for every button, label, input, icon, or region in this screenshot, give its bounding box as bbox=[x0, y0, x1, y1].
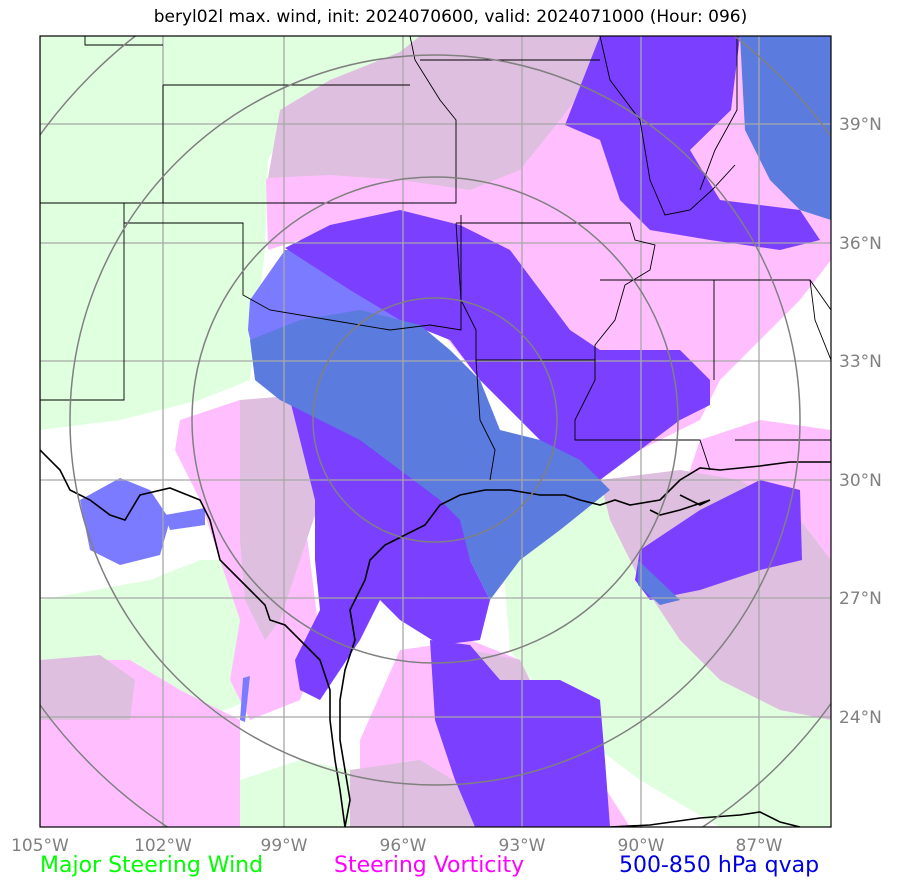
state-borders bbox=[40, 36, 831, 481]
lon-tick-99w: 99°W bbox=[261, 836, 308, 856]
lat-tick-24n: 24°N bbox=[839, 708, 882, 728]
map-title: beryl02l max. wind, init: 2024070600, va… bbox=[153, 7, 748, 27]
coastlines bbox=[40, 449, 831, 827]
legend-qvap: 500-850 hPa qvap bbox=[619, 853, 820, 878]
lon-tick-96w: 96°W bbox=[380, 836, 427, 856]
lon-tick-93w: 93°W bbox=[499, 836, 546, 856]
qvap-wind-overlap-fill bbox=[250, 36, 831, 605]
legend-steering-vorticity: Steering Vorticity bbox=[334, 853, 525, 878]
steering-wind-fill bbox=[40, 36, 831, 827]
lat-tick-27n: 27°N bbox=[839, 589, 882, 609]
longitude-labels: 105°W 102°W 99°W 96°W 93°W 90°W 87°W bbox=[11, 836, 783, 856]
lat-tick-33n: 33°N bbox=[839, 352, 882, 372]
lon-tick-102w: 102°W bbox=[134, 836, 192, 856]
lat-tick-36n: 36°N bbox=[839, 234, 882, 254]
lon-tick-87w: 87°W bbox=[736, 836, 783, 856]
lon-tick-105w: 105°W bbox=[11, 836, 69, 856]
map-frame bbox=[39, 35, 832, 828]
legend-steering-wind: Major Steering Wind bbox=[40, 853, 264, 878]
lat-tick-39n: 39°N bbox=[839, 115, 882, 135]
lat-tick-30n: 30°N bbox=[839, 471, 882, 491]
lon-tick-90w: 90°W bbox=[618, 836, 665, 856]
latitude-labels: 24°N 27°N 30°N 33°N 36°N 39°N bbox=[839, 115, 882, 728]
